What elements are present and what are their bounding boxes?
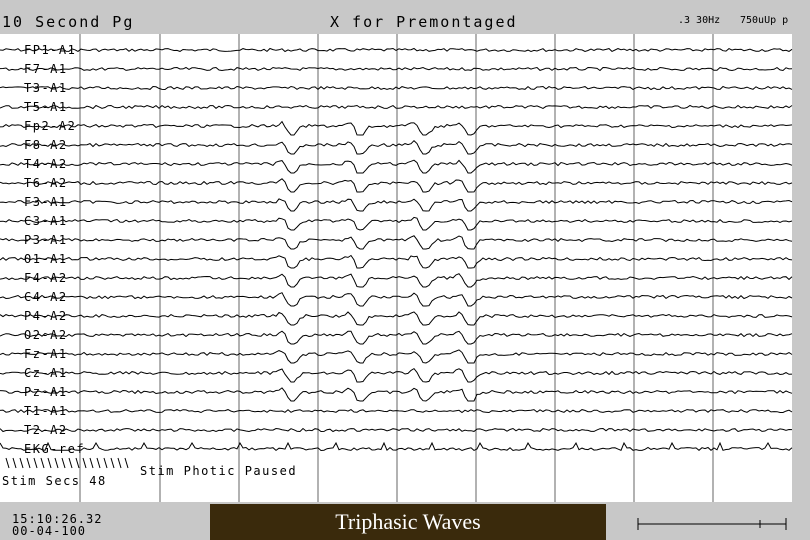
second-gridlines bbox=[79, 34, 714, 502]
eeg-header: 10 Second Pg X for Premontaged .3 30Hz 7… bbox=[0, 0, 810, 34]
trace-C3-A1 bbox=[0, 216, 793, 231]
stim-status-label: Stim Photic Paused bbox=[140, 464, 297, 478]
trace-T1-A1 bbox=[0, 409, 793, 414]
trace-Cz-A1 bbox=[0, 367, 793, 383]
timestamp: 15:10:26.32 bbox=[12, 512, 103, 526]
eeg-traces bbox=[0, 47, 793, 452]
channel-label: O2-A2 bbox=[24, 328, 68, 342]
trace-background bbox=[0, 34, 792, 502]
channel-label: FP1-A1 bbox=[24, 43, 76, 57]
trace-O2-A2 bbox=[0, 330, 793, 345]
stim-tick bbox=[68, 457, 73, 469]
stim-secs-label: Stim Secs 48 bbox=[2, 474, 107, 488]
record-date: 00-04-100 bbox=[12, 524, 87, 538]
trace-T2-A2 bbox=[0, 427, 793, 433]
eeg-footer: 15:10:26.32 00-04-100 Triphasic Waves bbox=[0, 502, 810, 540]
trace-T5-A1 bbox=[0, 104, 793, 110]
time-scale-bar bbox=[637, 518, 787, 530]
stim-tick bbox=[110, 457, 115, 469]
stim-tick bbox=[61, 457, 66, 469]
stim-tick bbox=[103, 457, 108, 469]
caption-text: Triphasic Waves bbox=[335, 509, 481, 534]
photic-stim-row: Stim Photic Paused Stim Secs 48 bbox=[2, 457, 297, 488]
stim-tick bbox=[26, 457, 31, 469]
stim-tick bbox=[124, 457, 129, 469]
eeg-trace-area[interactable]: FP1-A1 F7-A1 T3-A1 T5-A1 Fp2-A2 F8-A2 T4-A2 T6-… bbox=[0, 34, 810, 502]
channel-label: F7-A1 bbox=[24, 62, 68, 76]
stim-markers bbox=[5, 457, 129, 469]
trace-F4-A2 bbox=[0, 273, 793, 288]
stim-tick bbox=[12, 457, 17, 469]
trace-T6-A2 bbox=[0, 178, 793, 193]
channel-label: O1-A1 bbox=[24, 252, 68, 266]
trace-F8-A2 bbox=[0, 140, 793, 155]
trace-T4-A2 bbox=[0, 159, 793, 174]
channel-label: C4-A2 bbox=[24, 290, 68, 304]
filter-setting[interactable]: .3 30Hz bbox=[678, 15, 721, 26]
trace-EKG-ref bbox=[0, 441, 793, 452]
trace-P4-A2 bbox=[0, 311, 793, 326]
channel-label: Fp2-A2 bbox=[24, 119, 76, 133]
channel-label: C3-A1 bbox=[24, 214, 68, 228]
channel-label: F8-A2 bbox=[24, 138, 68, 152]
channel-label: T1-A1 bbox=[24, 404, 68, 418]
stim-tick bbox=[96, 457, 101, 469]
stim-tick bbox=[54, 457, 59, 469]
channel-label: T3-A1 bbox=[24, 81, 68, 95]
trace-Pz-A1 bbox=[0, 387, 793, 402]
caption-banner: Triphasic Waves bbox=[210, 504, 606, 540]
stim-tick bbox=[19, 457, 24, 469]
trace-C4-A2 bbox=[0, 292, 793, 307]
trace-T3-A1 bbox=[0, 85, 793, 91]
stim-tick bbox=[47, 457, 52, 469]
trace-F3-A1 bbox=[0, 198, 793, 212]
trace-Fp2-A2 bbox=[0, 120, 793, 136]
sensitivity-setting[interactable]: 750uUp p bbox=[740, 15, 789, 26]
stim-tick bbox=[89, 457, 94, 469]
channel-label: Cz-A1 bbox=[24, 366, 68, 380]
stim-tick bbox=[40, 457, 45, 469]
channel-labels: FP1-A1 F7-A1 T3-A1 T5-A1 Fp2-A2 F8-A2 T4-A2 T6-… bbox=[24, 43, 85, 456]
channel-label: T4-A2 bbox=[24, 157, 68, 171]
stim-tick bbox=[75, 457, 80, 469]
page-duration-label: 10 Second Pg bbox=[2, 13, 135, 31]
trace-F7-A1 bbox=[0, 66, 793, 72]
channel-label: Fz-A1 bbox=[24, 347, 68, 361]
channel-label: EKG-ref bbox=[24, 442, 85, 456]
premontage-hint: X for Premontaged bbox=[330, 13, 518, 31]
stim-tick bbox=[82, 457, 87, 469]
channel-label: P3-A1 bbox=[24, 233, 68, 247]
channel-label: T5-A1 bbox=[24, 100, 68, 114]
channel-label: T6-A2 bbox=[24, 176, 68, 190]
channel-label: F3-A1 bbox=[24, 195, 68, 209]
stim-tick bbox=[117, 457, 122, 469]
channel-label: Pz-A1 bbox=[24, 385, 68, 399]
channel-label: T2-A2 bbox=[24, 423, 68, 437]
stim-tick bbox=[33, 457, 38, 469]
channel-label: P4-A2 bbox=[24, 309, 68, 323]
trace-FP1-A1 bbox=[0, 47, 793, 53]
trace-P3-A1 bbox=[0, 235, 793, 250]
trace-O1-A1 bbox=[0, 254, 793, 269]
stim-tick bbox=[5, 457, 10, 469]
trace-Fz-A1 bbox=[0, 349, 793, 364]
channel-label: F4-A2 bbox=[24, 271, 68, 285]
